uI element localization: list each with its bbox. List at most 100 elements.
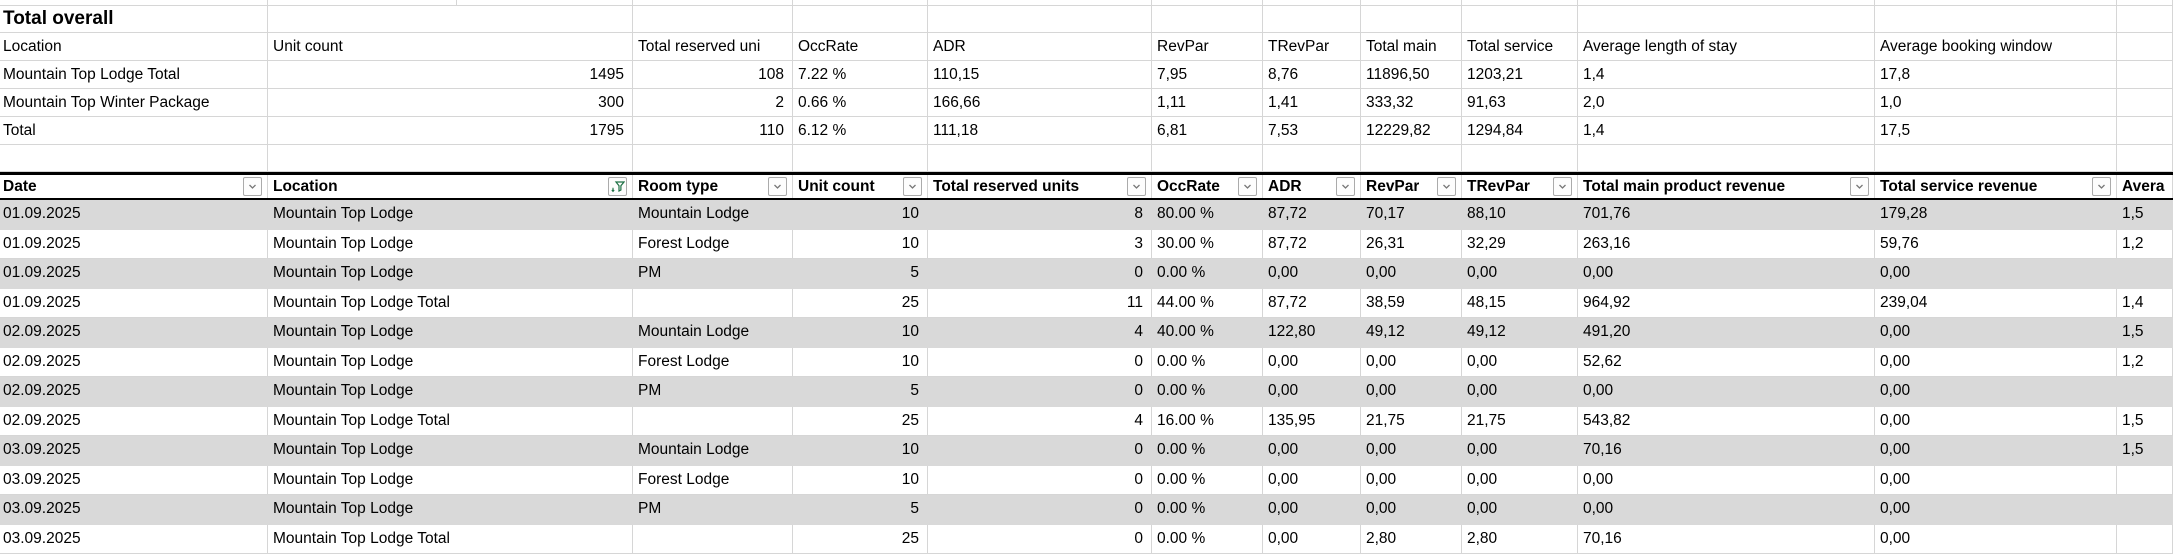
filter-dropdown-button[interactable] [903,177,922,196]
summary-header-cell[interactable]: OccRate [793,33,928,61]
detail-cell[interactable]: 0.00 % [1152,525,1263,554]
summary-cell[interactable]: 111,18 [928,117,1152,145]
detail-cell[interactable]: 0 [928,436,1152,466]
summary-cell[interactable]: 17,5 [1875,117,2117,145]
summary-cell[interactable]: 7,95 [1152,61,1263,89]
summary-header-cell[interactable]: TRevPar [1263,33,1361,61]
summary-cell[interactable]: 1,41 [1263,89,1361,117]
detail-cell[interactable]: 0,00 [1361,436,1462,466]
detail-cell[interactable] [2117,525,2173,554]
detail-cell[interactable]: Mountain Top Lodge Total [268,289,633,319]
detail-cell[interactable] [2117,495,2173,525]
detail-cell[interactable]: 0,00 [1361,466,1462,496]
detail-cell[interactable]: 0,00 [1875,466,2117,496]
detail-cell[interactable]: Mountain Top Lodge [268,230,633,260]
detail-cell[interactable]: 59,76 [1875,230,2117,260]
detail-cell[interactable]: 2,80 [1462,525,1578,554]
detail-cell[interactable]: 964,92 [1578,289,1875,319]
detail-cell[interactable]: 10 [793,436,928,466]
detail-cell[interactable]: 32,29 [1462,230,1578,260]
detail-cell[interactable]: 0,00 [1263,377,1361,407]
summary-cell[interactable]: 0.66 % [793,89,928,117]
summary-cell[interactable]: 1,11 [1152,89,1263,117]
detail-cell[interactable]: 491,20 [1578,318,1875,348]
summary-header-cell[interactable]: ADR [928,33,1152,61]
detail-cell[interactable]: Mountain Top Lodge [268,318,633,348]
filter-dropdown-button[interactable] [1850,177,1869,196]
detail-cell[interactable]: 0.00 % [1152,495,1263,525]
detail-cell[interactable]: 1,5 [2117,407,2173,437]
detail-cell[interactable]: Mountain Top Lodge [268,377,633,407]
detail-cell[interactable]: 25 [793,407,928,437]
detail-cell[interactable]: 0 [928,259,1152,289]
detail-cell[interactable]: 0,00 [1875,495,2117,525]
detail-cell[interactable]: 5 [793,259,928,289]
detail-cell[interactable]: 02.09.2025 [0,407,268,437]
detail-cell[interactable]: 26,31 [1361,230,1462,260]
summary-header-cell[interactable]: Total reserved uni [633,33,793,61]
detail-cell[interactable]: 02.09.2025 [0,348,268,378]
detail-header-cell[interactable]: Location [268,175,633,198]
detail-header-cell[interactable]: Total reserved units [928,175,1152,198]
detail-cell[interactable]: 80.00 % [1152,200,1263,230]
detail-cell[interactable]: 03.09.2025 [0,436,268,466]
detail-header-cell[interactable]: Total service revenue [1875,175,2117,198]
detail-cell[interactable] [633,289,793,319]
detail-cell[interactable]: 01.09.2025 [0,200,268,230]
detail-cell[interactable]: 87,72 [1263,230,1361,260]
detail-cell[interactable]: 0,00 [1875,348,2117,378]
detail-cell[interactable]: 543,82 [1578,407,1875,437]
detail-header-cell[interactable]: Unit count [793,175,928,198]
detail-cell[interactable]: 0.00 % [1152,466,1263,496]
detail-cell[interactable]: 1,5 [2117,436,2173,466]
summary-cell[interactable]: Mountain Top Winter Package [0,89,268,117]
summary-header-cell[interactable]: Average booking window [1875,33,2117,61]
detail-cell[interactable]: 0 [928,466,1152,496]
summary-cell[interactable]: 1,4 [1578,117,1875,145]
filter-dropdown-button[interactable] [1553,177,1572,196]
detail-cell[interactable]: 0,00 [1578,495,1875,525]
summary-header-cell[interactable]: Unit count [268,33,633,61]
detail-cell[interactable]: 0 [928,348,1152,378]
detail-cell[interactable]: PM [633,377,793,407]
filter-dropdown-button[interactable] [243,177,262,196]
detail-cell[interactable]: Mountain Top Lodge [268,348,633,378]
detail-cell[interactable]: Forest Lodge [633,348,793,378]
summary-cell[interactable] [2117,89,2173,117]
detail-cell[interactable]: 48,15 [1462,289,1578,319]
detail-cell[interactable]: 0.00 % [1152,259,1263,289]
detail-cell[interactable]: 0,00 [1263,259,1361,289]
filter-dropdown-button[interactable] [768,177,787,196]
detail-cell[interactable]: 0,00 [1875,377,2117,407]
summary-cell[interactable]: 6.12 % [793,117,928,145]
summary-cell[interactable]: 333,32 [1361,89,1462,117]
detail-cell[interactable]: Mountain Lodge [633,318,793,348]
detail-header-cell[interactable]: Room type [633,175,793,198]
detail-header-cell[interactable]: Avera [2117,175,2173,198]
summary-cell[interactable]: 1795 [268,117,633,145]
detail-cell[interactable]: Forest Lodge [633,230,793,260]
summary-cell[interactable]: 300 [268,89,633,117]
detail-cell[interactable] [2117,377,2173,407]
detail-header-cell[interactable]: TRevPar [1462,175,1578,198]
summary-cell[interactable]: 166,66 [928,89,1152,117]
summary-cell[interactable]: 1,0 [1875,89,2117,117]
detail-cell[interactable]: 0,00 [1875,318,2117,348]
summary-cell[interactable]: 108 [633,61,793,89]
detail-cell[interactable]: 0,00 [1263,495,1361,525]
summary-cell[interactable]: 7,53 [1263,117,1361,145]
filter-dropdown-button[interactable] [2092,177,2111,196]
detail-cell[interactable]: 0,00 [1263,436,1361,466]
summary-cell[interactable]: 17,8 [1875,61,2117,89]
detail-cell[interactable]: 0,00 [1462,259,1578,289]
summary-cell[interactable]: 110,15 [928,61,1152,89]
detail-cell[interactable]: 01.09.2025 [0,289,268,319]
summary-cell[interactable] [2117,117,2173,145]
summary-cell[interactable]: 2,0 [1578,89,1875,117]
detail-cell[interactable]: 01.09.2025 [0,259,268,289]
detail-cell[interactable]: Mountain Top Lodge [268,259,633,289]
detail-cell[interactable]: 0,00 [1361,348,1462,378]
detail-cell[interactable]: 0,00 [1462,377,1578,407]
detail-header-cell[interactable]: ADR [1263,175,1361,198]
detail-cell[interactable]: 701,76 [1578,200,1875,230]
